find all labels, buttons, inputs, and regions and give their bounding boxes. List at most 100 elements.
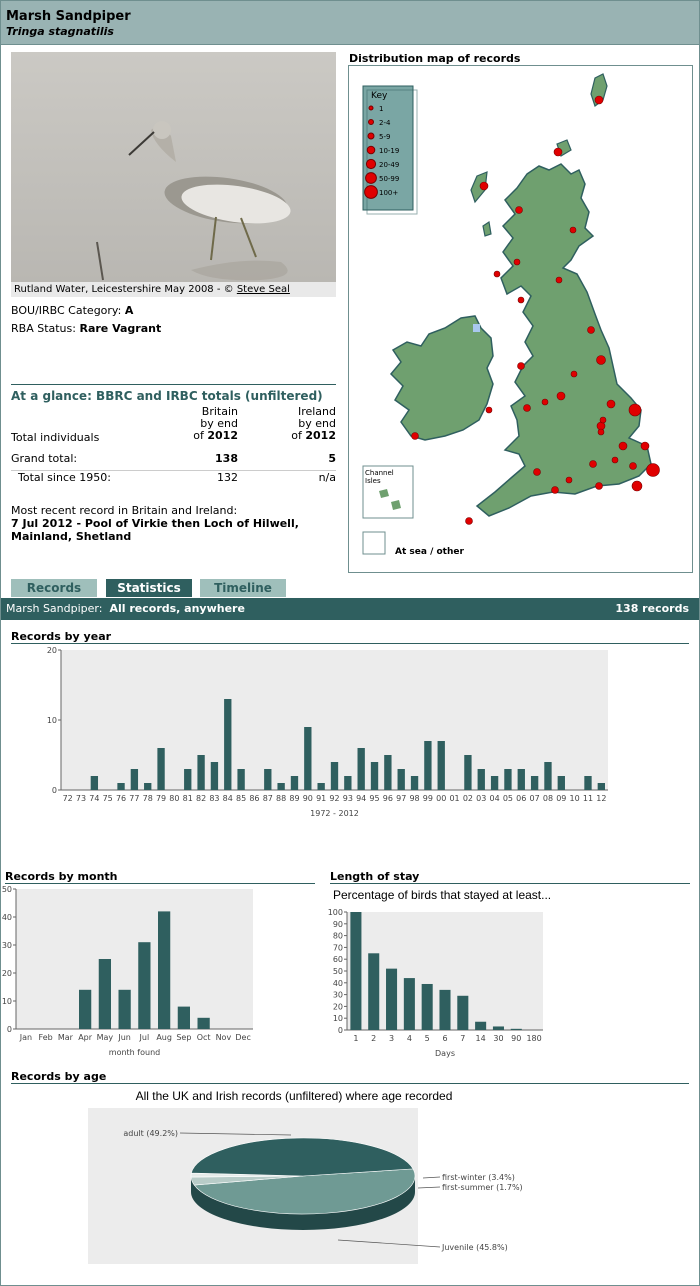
map-record-dot (631, 480, 643, 492)
x-tick-label: 93 (343, 794, 353, 803)
x-tick-label: 97 (396, 794, 406, 803)
map-key-label-6: 100+ (379, 189, 398, 197)
map-key-dot-6 (364, 185, 378, 199)
pie-label-Juvenile: Juvenile (45.8%) (441, 1243, 508, 1252)
x-tick-label: 75 (103, 794, 113, 803)
map-record-dot (569, 226, 577, 234)
rba-status-label: RBA Status: (11, 322, 76, 335)
map-record-dot (517, 296, 525, 304)
records-by-age-title: Records by age (11, 1070, 689, 1084)
x-tick-label: 76 (116, 794, 126, 803)
status-bar-filter: Marsh Sandpiper: All records, anywhere (6, 602, 245, 615)
y-tick-label: 60 (333, 955, 343, 964)
records-by-age-subtitle: All the UK and Irish records (unfiltered… (135, 1089, 453, 1103)
species-header: Marsh Sandpiper Tringa stagnatilis (1, 1, 699, 45)
map-record-dot (485, 406, 493, 414)
at-sea-label: At sea / other (395, 547, 464, 557)
bar-6 (439, 989, 451, 1030)
map-key-label-3: 10-19 (379, 147, 399, 155)
x-tick-label: 01 (449, 794, 459, 803)
x-tick-label: Jul (139, 1033, 150, 1042)
map-record-dot (541, 398, 549, 406)
y-tick-label: 30 (333, 991, 343, 1000)
grand-total-ireland: 5 (328, 452, 336, 465)
pie-side (191, 1176, 415, 1230)
grand-total-row: Grand total: 138 5 (11, 452, 336, 466)
bar-99 (424, 741, 432, 790)
species-latin-name: Tringa stagnatilis (6, 25, 114, 38)
bar-97 (397, 769, 405, 790)
pie-leader-line (422, 1176, 441, 1179)
bar-12 (597, 783, 605, 790)
map-record-dot (596, 355, 606, 365)
x-tick-label: Mar (58, 1033, 74, 1042)
y-tick-label: 90 (333, 920, 343, 929)
photographer-link[interactable]: Steve Seal (236, 284, 290, 295)
pie-leader-line (417, 1186, 441, 1189)
x-tick-label: Nov (216, 1033, 232, 1042)
bar-Apr (79, 989, 92, 1029)
records-status-bar: Marsh Sandpiper: All records, anywhere 1… (1, 598, 699, 620)
x-tick-label: 6 (442, 1034, 447, 1043)
length-of-stay-title: Length of stay (330, 870, 690, 884)
x-tick-label: 12 (596, 794, 606, 803)
x-tick-label: Jan (19, 1033, 32, 1042)
x-tick-label: 11 (583, 794, 593, 803)
y-tick-label: 70 (333, 943, 343, 952)
glance-header: Britain by end of 2012 Ireland by end of… (11, 406, 336, 446)
map-key-label-2: 5-9 (379, 133, 390, 141)
tab-statistics[interactable]: Statistics (106, 579, 192, 597)
bar-78 (144, 783, 152, 790)
y-tick-label: 50 (333, 967, 343, 976)
x-tick-label: 90 (303, 794, 313, 803)
pie-label-first-summer: first-summer (1.7%) (442, 1183, 523, 1192)
x-axis-label: Days (435, 1049, 455, 1058)
bar-Jul (138, 942, 151, 1029)
bar-89 (290, 776, 299, 790)
y-tick-label: 20 (333, 1002, 343, 1011)
bar-3 (386, 968, 398, 1030)
bar-88 (277, 783, 285, 790)
map-record-dots (411, 95, 660, 525)
x-tick-label: 3 (389, 1034, 394, 1043)
bar-Oct (197, 1017, 210, 1029)
records-by-year-title: Records by year (11, 630, 689, 644)
bar-May (98, 959, 111, 1029)
x-tick-label: 90 (511, 1034, 521, 1043)
bar-91 (317, 783, 325, 790)
x-tick-label: 94 (356, 794, 366, 803)
map-ireland (389, 315, 494, 441)
x-tick-label: 7 (460, 1034, 465, 1043)
x-tick-label: 85 (236, 794, 246, 803)
map-key-dot-2 (367, 132, 375, 140)
map-record-dot (587, 326, 595, 334)
map-key-label-1: 2-4 (379, 119, 391, 127)
map-record-dot (597, 428, 605, 436)
bar-14 (475, 1021, 487, 1030)
since-1950-row: Total since 1950: 132 n/a (11, 470, 336, 484)
bar-96 (384, 755, 392, 790)
tab-records[interactable]: Records (11, 579, 97, 597)
species-name: Marsh Sandpiper (6, 9, 131, 24)
y-tick-label: 0 (338, 1026, 343, 1035)
x-tick-label: 84 (223, 794, 233, 803)
tab-timeline[interactable]: Timeline (200, 579, 286, 597)
distribution-map[interactable]: Key 1 2-4 5-9 10-19 20-49 50-99 100+ Channel I… (348, 65, 693, 573)
x-tick-label: 02 (463, 794, 473, 803)
map-key-dot-0 (368, 105, 374, 111)
channel-isles-label-2: Isles (365, 477, 381, 485)
map-record-dot (523, 404, 531, 412)
map-record-dot (629, 462, 637, 470)
bar-02 (464, 755, 472, 790)
bar-83 (210, 762, 219, 790)
x-tick-label: 80 (169, 794, 179, 803)
map-record-dot (551, 486, 559, 494)
map-record-dot (640, 441, 650, 451)
most-recent-label: Most recent record in Britain and Irelan… (11, 504, 238, 517)
x-tick-label: 04 (490, 794, 500, 803)
y-tick-label: 40 (2, 913, 12, 922)
x-tick-label: 10 (570, 794, 580, 803)
bar-04 (490, 776, 499, 790)
x-tick-label: 79 (156, 794, 166, 803)
x-tick-label: 5 (425, 1034, 430, 1043)
